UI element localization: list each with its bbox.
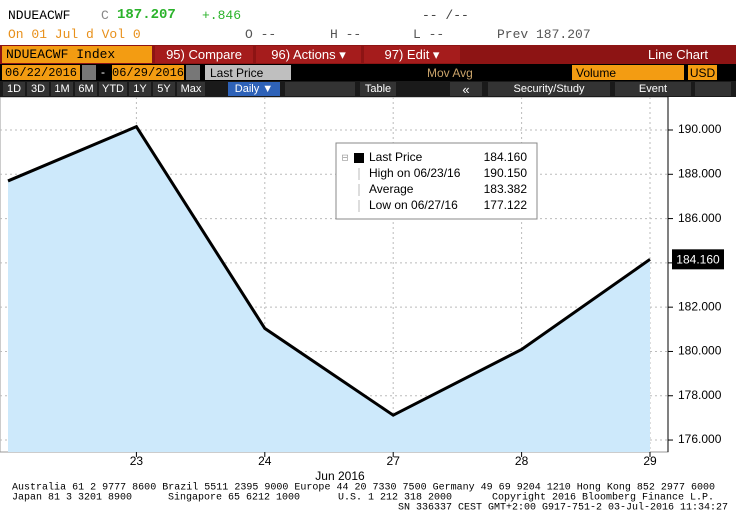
legend-label: Last Price bbox=[369, 150, 423, 164]
volume-select[interactable]: Volume bbox=[572, 65, 684, 80]
x-tick-label: 23 bbox=[130, 454, 144, 468]
legend-label: High on 06/23/16 bbox=[369, 166, 461, 180]
legend-box bbox=[335, 142, 538, 220]
y-tick-label: 176.000 bbox=[678, 432, 722, 446]
date-dash: - bbox=[101, 65, 105, 79]
range-button[interactable]: 5Y bbox=[153, 82, 175, 96]
range-button[interactable]: YTD bbox=[99, 82, 127, 96]
x-axis-label: Jun 2016 bbox=[315, 469, 365, 483]
y-tick-label: 188.000 bbox=[678, 166, 722, 180]
legend-value: 184.160 bbox=[484, 150, 528, 164]
footer-line: SN 336337 CEST GMT+2:00 G917-751-2 03-Ju… bbox=[398, 502, 728, 514]
footer-line: Singapore 65 6212 1000 bbox=[168, 492, 300, 504]
x-tick-label: 24 bbox=[258, 454, 272, 468]
y-tick-label: 190.000 bbox=[678, 122, 722, 136]
volume-info: On 01 Jul d Vol 0 bbox=[8, 27, 141, 42]
footer-line: Copyright 2016 Bloomberg Finance L.P. bbox=[492, 492, 714, 504]
y-tick-label: 180.000 bbox=[678, 344, 722, 358]
footer-line: Australia 61 2 9777 8600 Brazil 5511 239… bbox=[12, 482, 715, 494]
table-button[interactable]: Table bbox=[360, 82, 396, 96]
chart-style-buttons[interactable] bbox=[285, 82, 355, 96]
line bbox=[7, 124, 651, 417]
range-button[interactable]: 1M bbox=[51, 82, 73, 96]
prev-close: Prev 187.207 bbox=[497, 27, 591, 42]
security-field[interactable]: NDUEACWF Index bbox=[2, 46, 152, 63]
area bbox=[8, 126, 650, 453]
chart: Jun 2016 Australia 61 2 9777 8600 Brazil… bbox=[0, 97, 728, 514]
y-tick-label: 182.000 bbox=[678, 299, 722, 313]
legend-toggle: ⊟ bbox=[341, 152, 349, 162]
range-button[interactable]: 1Y bbox=[129, 82, 151, 96]
last-value-label: 184.160 bbox=[676, 253, 720, 267]
security-study-button[interactable]: Security/Study bbox=[488, 82, 610, 96]
period-select[interactable]: Daily ▼ bbox=[228, 82, 280, 96]
change: +.846 bbox=[202, 8, 242, 23]
end-date[interactable]: 06/29/2016 bbox=[112, 65, 185, 80]
ticker: NDUEACWF bbox=[8, 8, 71, 23]
compare-button[interactable]: 95) Compare bbox=[155, 46, 253, 63]
range-button[interactable]: 1D bbox=[3, 82, 25, 96]
event-button[interactable]: Event bbox=[615, 82, 691, 96]
x-tick-label: 29 bbox=[643, 454, 657, 468]
low: L -- bbox=[413, 27, 445, 42]
start-date[interactable]: 06/22/2016 bbox=[2, 65, 80, 80]
y-tick-label: 178.000 bbox=[678, 388, 722, 402]
range-button[interactable]: Max bbox=[177, 82, 205, 96]
high: H -- bbox=[330, 27, 362, 42]
x-tick-label: 27 bbox=[387, 454, 401, 468]
legend-value: 183.382 bbox=[484, 182, 528, 196]
legend-label: Low on 06/27/16 bbox=[369, 198, 458, 212]
legend-swatch bbox=[354, 153, 364, 163]
y-tick-label: 186.000 bbox=[678, 211, 722, 225]
legend-value: 177.122 bbox=[484, 198, 528, 212]
currency-select[interactable]: USD bbox=[688, 65, 717, 80]
legend-value: 190.150 bbox=[484, 166, 528, 180]
close-flag: C bbox=[101, 8, 109, 23]
open: O -- bbox=[245, 27, 277, 42]
legend-label: Average bbox=[369, 182, 414, 196]
range-button[interactable]: 3D bbox=[27, 82, 49, 96]
controls-bar bbox=[0, 64, 736, 81]
field-select[interactable]: Last Price bbox=[205, 65, 291, 80]
range-button[interactable]: 6M bbox=[75, 82, 97, 96]
last-value-tag bbox=[672, 249, 724, 270]
x-tick-label: 28 bbox=[515, 454, 529, 468]
calendar-icon[interactable] bbox=[82, 65, 96, 80]
footer-line: Japan 81 3 3201 8900 bbox=[12, 493, 132, 504]
back-button[interactable]: « bbox=[450, 82, 482, 97]
settings-button[interactable] bbox=[695, 82, 731, 96]
chart-type: Line Chart bbox=[648, 47, 708, 62]
edit-button[interactable]: 97) Edit ▾ bbox=[364, 46, 460, 63]
calendar-icon[interactable] bbox=[186, 65, 200, 80]
mov-avg[interactable]: Mov Avg bbox=[427, 66, 473, 80]
footer-line: U.S. 1 212 318 2000 bbox=[338, 493, 452, 504]
time: -- /-- bbox=[422, 8, 469, 23]
price: 187.207 bbox=[117, 7, 176, 23]
actions-button[interactable]: 96) Actions ▾ bbox=[256, 46, 361, 63]
